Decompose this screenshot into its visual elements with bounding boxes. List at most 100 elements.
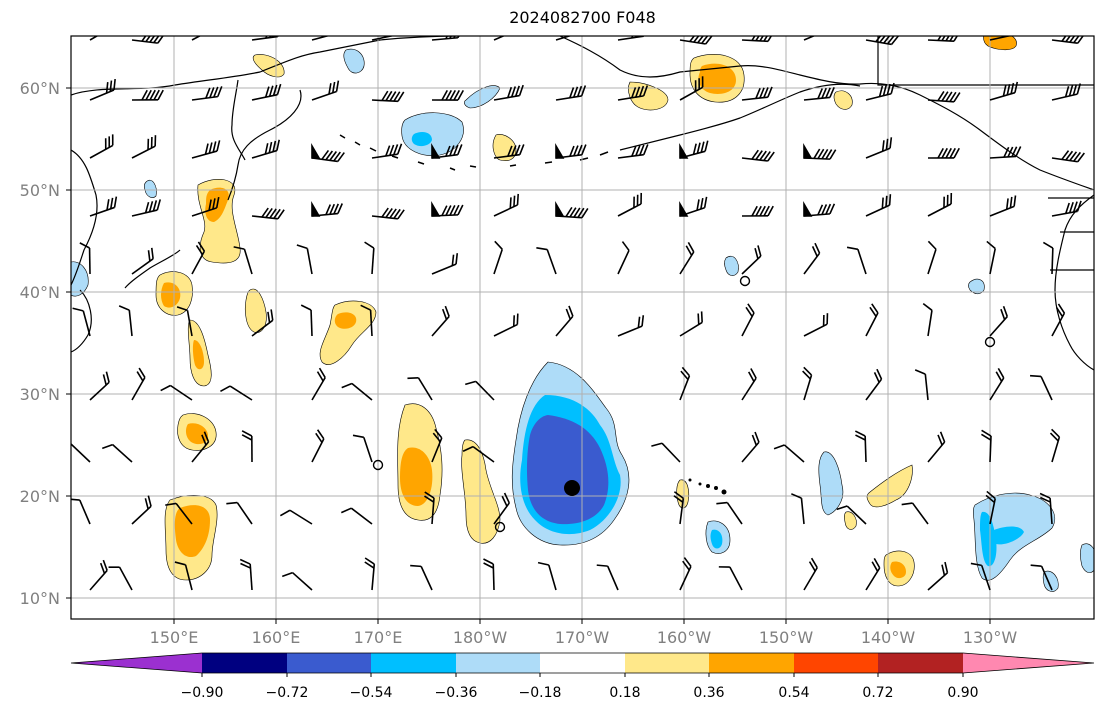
wind-barb-pennant xyxy=(431,143,441,159)
wind-barb-feather xyxy=(577,207,585,218)
wind-barb xyxy=(726,502,743,525)
wind-barb-feather xyxy=(396,143,403,155)
lat-label: 60°N xyxy=(20,79,60,98)
lon-label: 160°W xyxy=(657,628,712,647)
wind-barb xyxy=(729,566,743,591)
wind-barb-feather xyxy=(791,493,802,499)
wind-barb-feather xyxy=(212,141,217,153)
wind-barb xyxy=(431,263,457,275)
wind-barb-feather xyxy=(516,193,520,205)
wind-barb xyxy=(803,36,816,41)
wind-barb-feather xyxy=(511,145,517,156)
wind-barb xyxy=(927,39,955,42)
wind-barb-feather xyxy=(882,84,888,96)
wind-barb-feather xyxy=(825,149,833,160)
wind-barb-feather xyxy=(72,307,84,312)
wind-barb xyxy=(493,94,520,101)
wind-barb xyxy=(617,36,644,41)
wind-barb-feather xyxy=(1005,198,1009,210)
wind-barb-feather xyxy=(264,86,270,98)
wind-barb-feather xyxy=(205,87,211,99)
wind-barb-feather xyxy=(1013,195,1017,207)
wind-barb-feather xyxy=(352,434,364,439)
wind-barb xyxy=(371,564,376,591)
colorbar-label: 0.90 xyxy=(947,685,978,701)
calm-circle xyxy=(984,336,996,348)
wind-barb xyxy=(546,249,557,275)
wind-barb-pennant xyxy=(555,201,565,217)
wind-barb-feather xyxy=(153,36,160,44)
wind-barb-feather xyxy=(696,142,701,154)
wind-barb xyxy=(371,215,398,220)
wind-barb xyxy=(431,315,450,337)
wind-barb-pennant xyxy=(803,201,813,217)
wind-barb-feather xyxy=(639,144,645,156)
wind-barb-feather xyxy=(631,145,637,157)
wind-barb xyxy=(803,252,821,275)
wind-barb xyxy=(927,572,948,591)
wind-barb-feather xyxy=(1069,151,1078,162)
wind-barb-feather xyxy=(269,208,277,219)
wind-barb-feather xyxy=(1072,201,1078,213)
wind-barb xyxy=(493,323,518,337)
wind-barb xyxy=(783,444,805,463)
wind-barb-feather xyxy=(397,24,400,35)
wind-barb xyxy=(493,153,520,159)
wind-barb-feather xyxy=(331,81,336,93)
markers-layer xyxy=(372,275,996,533)
wind-barb-feather xyxy=(985,494,995,504)
wind-barb xyxy=(1051,93,1078,101)
wind-barb-feather xyxy=(927,240,937,250)
wind-barb-feather xyxy=(1007,36,1009,37)
wind-barb-feather xyxy=(767,205,774,217)
wind-barb-feather xyxy=(871,303,879,314)
wind-barb-feather xyxy=(637,316,641,328)
wind-barb xyxy=(431,36,458,41)
wind-barb-feather xyxy=(455,253,459,265)
wind-barb xyxy=(1051,39,1078,44)
wind-barb-feather xyxy=(970,562,982,567)
wind-barb-feather xyxy=(457,90,464,101)
wind-barb-feather xyxy=(879,36,886,43)
wind-barb-feather xyxy=(144,201,150,214)
wind-barb-feather xyxy=(325,204,332,216)
wind-barb-feather xyxy=(105,371,110,383)
wind-barb-feather xyxy=(596,564,608,567)
wind-barb-feather xyxy=(811,246,818,257)
wind-barb xyxy=(371,248,375,275)
wind-barb-feather xyxy=(1076,83,1082,95)
colorbar-label: −0.36 xyxy=(435,685,478,701)
wind-barb-pennant xyxy=(555,143,565,159)
colorbar-bin xyxy=(878,653,963,673)
wind-barb-feather xyxy=(1068,202,1074,214)
wind-barb-feather xyxy=(241,430,253,437)
wind-barb xyxy=(493,502,510,525)
wind-barb xyxy=(311,438,325,463)
wind-barb-feather xyxy=(829,203,836,215)
wind-barb xyxy=(371,36,395,41)
wind-barb xyxy=(803,567,818,591)
wind-barb-feather xyxy=(281,571,293,578)
wind-barb-feather xyxy=(483,558,494,565)
wind-barb-feather xyxy=(197,241,206,252)
wind-barb-feather xyxy=(829,149,837,160)
wind-barb-feather xyxy=(105,82,109,94)
wind-barb xyxy=(371,99,399,103)
wind-barb-feather xyxy=(511,22,512,33)
wind-barb-feather xyxy=(802,370,811,380)
wind-barb xyxy=(1049,498,1053,525)
wind-barb xyxy=(617,203,642,217)
wind-barb xyxy=(131,377,146,401)
wind-barb-feather xyxy=(687,241,695,253)
wind-barb-feather xyxy=(441,308,448,320)
wind-barb-feather xyxy=(329,25,332,36)
wind-barb-feather xyxy=(937,90,945,102)
wind-barb-feather xyxy=(509,197,512,209)
colorbar xyxy=(70,652,1095,677)
wind-barb xyxy=(251,93,278,101)
wind-barb-feather xyxy=(949,147,956,159)
wind-barb-feather xyxy=(147,250,151,262)
lat-label: 30°N xyxy=(20,385,60,404)
wind-barb-feather xyxy=(241,434,253,441)
wind-barb-feather xyxy=(576,85,583,97)
